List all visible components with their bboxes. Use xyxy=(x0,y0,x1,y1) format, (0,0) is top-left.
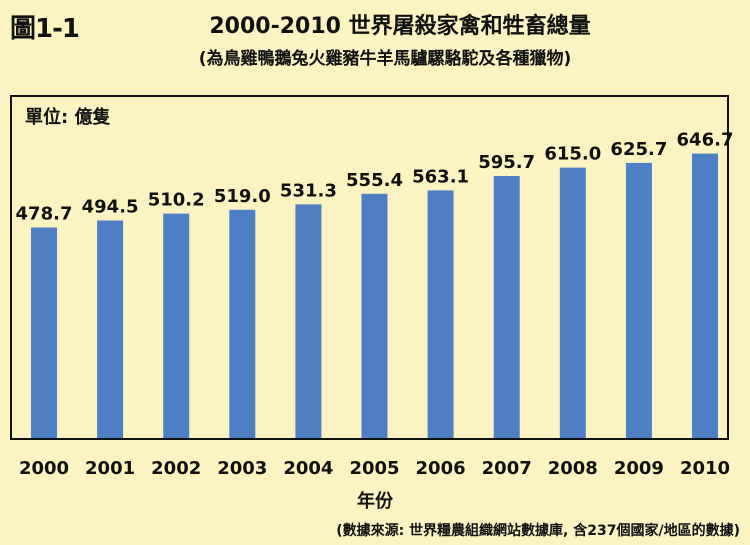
bar-2001 xyxy=(97,220,124,438)
data-label-2010: 646.7 xyxy=(677,130,734,151)
bar-2007 xyxy=(493,176,520,438)
x-tick-2002: 2002 xyxy=(151,458,201,479)
bar-2002 xyxy=(163,213,190,438)
source-note: (數據來源: 世界糧農組織網站數據庫, 含237個國家/地區的數據) xyxy=(336,523,740,539)
bar-2005 xyxy=(361,193,388,438)
x-tick-2009: 2009 xyxy=(614,458,664,479)
x-tick-2005: 2005 xyxy=(349,458,399,479)
data-label-2001: 494.5 xyxy=(82,197,139,218)
data-label-2004: 531.3 xyxy=(280,180,337,201)
x-tick-2001: 2001 xyxy=(85,458,135,479)
data-label-2000: 478.7 xyxy=(16,204,73,225)
x-tick-2003: 2003 xyxy=(217,458,267,479)
data-label-2008: 615.0 xyxy=(544,144,601,165)
x-axis-label: 年份 xyxy=(357,491,393,512)
data-label-2007: 595.7 xyxy=(478,152,535,173)
data-label-2006: 563.1 xyxy=(412,166,469,187)
data-label-2003: 519.0 xyxy=(214,186,271,207)
data-label-2002: 510.2 xyxy=(148,190,205,211)
data-label-2009: 625.7 xyxy=(610,139,667,160)
bar-2009 xyxy=(625,162,652,438)
data-label-2005: 555.4 xyxy=(346,170,403,191)
x-tick-2008: 2008 xyxy=(548,458,598,479)
x-tick-2010: 2010 xyxy=(680,458,730,479)
plot-frame xyxy=(10,95,729,440)
unit-label: 單位: 億隻 xyxy=(25,107,111,128)
bar-2000 xyxy=(31,227,57,438)
figure-label: 圖1-1 xyxy=(10,14,80,44)
chart-subtitle: (為鳥雞鴨鵝兔火雞豬牛羊馬驢騾駱駝及各種獵物) xyxy=(198,49,572,69)
x-tick-2004: 2004 xyxy=(283,458,333,479)
bar-2004 xyxy=(295,204,322,438)
bar-2003 xyxy=(229,209,256,438)
chart-title: 2000-2010 世界屠殺家禽和牲畜總量 xyxy=(209,14,591,39)
bar-2006 xyxy=(427,190,454,438)
bar-2010 xyxy=(692,153,718,438)
x-tick-2006: 2006 xyxy=(416,458,466,479)
bar-2008 xyxy=(559,167,586,438)
x-tick-2000: 2000 xyxy=(19,458,69,479)
x-tick-2007: 2007 xyxy=(482,458,532,479)
